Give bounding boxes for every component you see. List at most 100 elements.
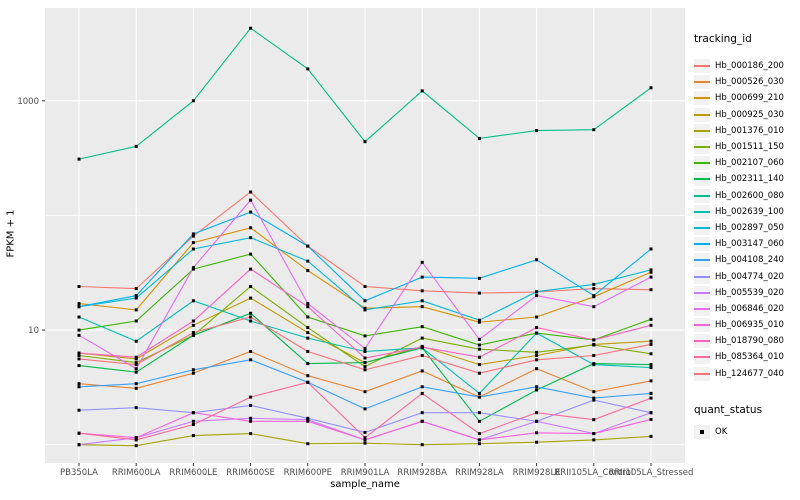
legend-item: Hb_002600_080: [694, 188, 784, 204]
data-point: [363, 368, 367, 372]
data-point: [535, 129, 539, 133]
legend-line-swatch-icon: [694, 275, 710, 278]
data-point: [191, 234, 195, 238]
data-point: [363, 430, 367, 434]
legend-key: [694, 140, 710, 155]
data-point: [649, 270, 653, 274]
x-tick-label: RRIM600LA: [112, 468, 161, 478]
data-point: [592, 398, 596, 402]
data-point: [592, 363, 596, 367]
data-point: [420, 411, 424, 415]
data-point: [306, 305, 310, 309]
data-point: [77, 157, 81, 161]
x-tick-label: PB350LA: [60, 468, 98, 478]
data-point: [306, 315, 310, 319]
x-tick-label: RRIM928LE: [513, 468, 561, 478]
data-point: [363, 140, 367, 144]
quant-legend-title: quant_status: [694, 404, 763, 416]
data-point: [363, 365, 367, 369]
data-point: [363, 350, 367, 353]
data-point: [477, 276, 481, 280]
data-point: [477, 320, 481, 324]
legend-line-swatch-icon: [694, 372, 710, 375]
data-point: [649, 352, 653, 356]
data-point: [592, 287, 596, 291]
data-point: [477, 291, 481, 295]
black-square-point-icon: [700, 430, 704, 435]
data-point: [306, 244, 310, 248]
data-point: [649, 268, 653, 272]
data-point: [363, 390, 367, 394]
data-point: [77, 408, 81, 412]
legend-item: Hb_006935_010: [694, 317, 784, 333]
data-point: [649, 411, 653, 415]
data-point: [306, 67, 310, 71]
data-point: [363, 361, 367, 365]
legend-label: Hb_005539_020: [715, 287, 784, 298]
data-point: [191, 241, 195, 245]
legend-line-swatch-icon: [694, 259, 710, 262]
data-point: [592, 354, 596, 357]
data-point: [420, 419, 424, 423]
data-point: [134, 406, 138, 410]
data-point: [249, 395, 253, 399]
legend-key: [694, 91, 710, 106]
legend-item: Hb_124677_040: [694, 366, 784, 382]
legend-label: Hb_000925_030: [715, 109, 784, 120]
legend-item: Hb_002639_100: [694, 204, 784, 220]
legend-label: Hb_002600_080: [715, 190, 784, 201]
data-point: [191, 368, 195, 372]
data-point: [134, 294, 138, 298]
data-point: [535, 367, 539, 371]
data-point: [477, 355, 481, 359]
data-point: [134, 144, 138, 148]
data-point: [649, 363, 653, 367]
data-point: [306, 418, 310, 422]
legend-line-swatch-icon: [694, 340, 710, 343]
data-point: [477, 391, 481, 395]
data-point: [306, 336, 310, 340]
legend-label: Hb_000186_200: [715, 61, 784, 72]
legend-item: Hb_004774_020: [694, 268, 784, 284]
data-point: [134, 319, 138, 323]
data-point: [249, 226, 253, 230]
legend-key: [694, 301, 710, 316]
data-point: [649, 339, 653, 343]
data-point: [363, 436, 367, 440]
data-point: [306, 269, 310, 273]
data-point: [77, 305, 81, 309]
data-point: [363, 299, 367, 303]
data-point: [535, 290, 539, 294]
data-point: [249, 419, 253, 423]
data-point: [477, 442, 481, 446]
data-point: [306, 259, 310, 263]
data-point: [420, 325, 424, 329]
legend-line-swatch-icon: [694, 97, 710, 100]
y-tick-label: 10: [28, 326, 39, 336]
legend-label: Hb_004774_020: [715, 271, 784, 282]
legend-line-swatch-icon: [694, 65, 710, 68]
data-point: [134, 287, 138, 291]
data-point: [134, 436, 138, 440]
data-point: [535, 326, 539, 330]
data-point: [306, 442, 310, 446]
data-point: [191, 99, 195, 103]
data-point: [77, 385, 81, 389]
legend-line-swatch-icon: [694, 129, 710, 132]
data-point: [535, 431, 539, 435]
x-tick-label: RRIM600LE: [169, 468, 217, 478]
legend-line-swatch-icon: [694, 113, 710, 116]
data-point: [77, 357, 81, 361]
data-point: [77, 443, 81, 447]
legend-line-swatch-icon: [694, 307, 710, 310]
legend-label: Hb_085364_010: [715, 352, 784, 363]
data-point: [363, 308, 367, 312]
data-point: [77, 364, 81, 368]
data-point: [306, 326, 310, 330]
legend-line-swatch-icon: [694, 146, 710, 149]
data-point: [363, 334, 367, 338]
data-point: [420, 299, 424, 303]
data-point: [134, 361, 138, 365]
legend-label: Hb_002897_050: [715, 222, 784, 233]
